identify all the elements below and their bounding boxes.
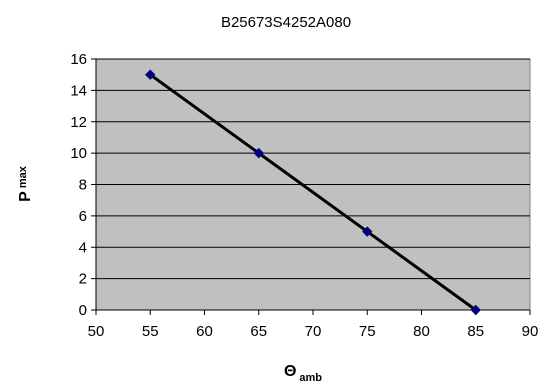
x-tick-label: 65: [250, 323, 267, 340]
x-tick-label: 60: [196, 323, 213, 340]
x-tick-labels: 50 55 60 65 70 75 80 85 90: [88, 323, 539, 340]
x-axis-label-sub: amb: [299, 372, 322, 384]
data-point: [253, 147, 264, 159]
y-tick-label: 4: [79, 239, 87, 256]
axes: [95, 59, 530, 311]
x-tick-label: 80: [413, 323, 430, 340]
x-tick-label: 75: [359, 323, 376, 340]
x-tick-label: 50: [88, 323, 105, 340]
data-point: [145, 69, 156, 80]
y-tick-label: 8: [79, 177, 87, 194]
series-line: [149, 73, 477, 312]
data-point: [470, 304, 481, 316]
x-tick-label: 90: [522, 323, 539, 340]
y-tick-label: 2: [79, 271, 87, 288]
x-tick-label: 85: [467, 323, 484, 340]
y-axis-label-sub: max: [17, 165, 29, 188]
grid-lines: [91, 58, 531, 315]
y-tick-label: 0: [79, 302, 87, 319]
y-tick-label: 12: [70, 114, 87, 131]
y-tick-label: 16: [70, 51, 87, 68]
y-tick-labels: 0 2 4 6 8 10 12 14 16: [70, 51, 87, 319]
y-axis-label-main: P: [17, 191, 34, 202]
y-tick-label: 6: [79, 208, 87, 225]
data-point: [362, 226, 373, 237]
y-tick-label: 14: [70, 82, 87, 99]
y-axis-label: Pmax: [17, 165, 34, 202]
series-layer: [145, 69, 481, 316]
chart-title: B25673S4252A080: [221, 14, 351, 31]
y-tick-label: 10: [70, 145, 87, 162]
x-tick-label: 55: [142, 323, 159, 340]
x-axis-label-main: Θ: [284, 363, 296, 380]
x-tick-label: 70: [305, 323, 322, 340]
